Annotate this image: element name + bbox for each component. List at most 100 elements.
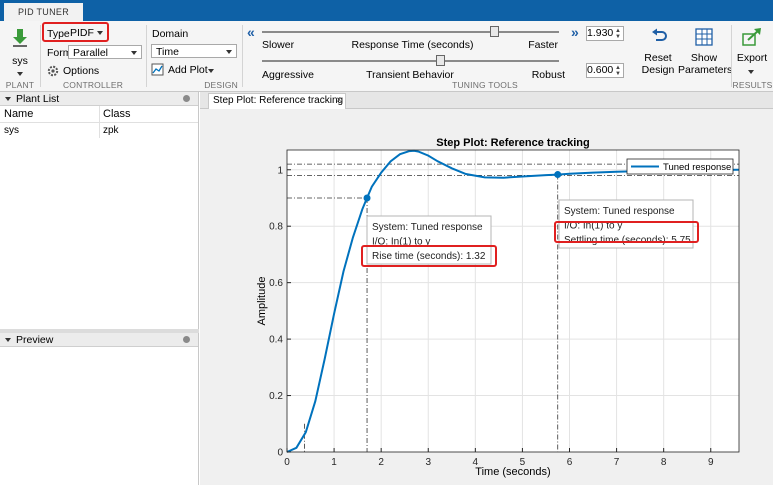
expand-right-icon[interactable]: » [571, 24, 579, 40]
options-label: Options [63, 65, 100, 77]
reset-design-button[interactable]: Reset Design [640, 26, 676, 78]
x-tick-label: 1 [331, 457, 337, 468]
y-tick-label: 0 [277, 448, 283, 459]
legend-label: Tuned response [663, 162, 731, 173]
collapse-icon[interactable] [5, 97, 11, 101]
response-time-value: 1.930 [587, 27, 614, 39]
response-time-label: Response Time (seconds) [351, 39, 474, 51]
y-tick-label: 0.6 [269, 278, 283, 289]
separator [146, 25, 147, 87]
separator [242, 25, 243, 87]
export-icon [742, 28, 761, 46]
close-icon[interactable]: × [336, 95, 342, 106]
x-tick-label: 2 [378, 457, 384, 468]
add-plot-button[interactable]: Add Plot [151, 63, 217, 77]
series-line [286, 149, 740, 453]
add-plot-label: Add Plot [168, 64, 208, 76]
spin-down-icon[interactable]: ▼ [615, 34, 621, 40]
separator [40, 25, 41, 87]
reset-label-1: Reset [644, 52, 672, 64]
design-section-label: DESIGN [204, 80, 238, 90]
x-tick-label: 0 [284, 457, 290, 468]
type-highlight [42, 22, 109, 42]
plant-list-panel: Plant List Name Class sys zpk [0, 92, 199, 329]
form-dropdown[interactable]: Parallel [68, 45, 142, 59]
app-tab[interactable]: PID TUNER [4, 3, 83, 21]
datatip-line: System: Tuned response [564, 206, 675, 217]
transient-value: 0.600 [587, 64, 614, 76]
chart-title: Step Plot: Reference tracking [436, 137, 589, 149]
plant-button[interactable]: sys [4, 26, 36, 78]
document-tab-label: Step Plot: Reference tracking [213, 95, 344, 106]
spin-up-icon[interactable]: ▲ [615, 65, 621, 71]
axes-background [287, 150, 739, 452]
collapse-left-icon[interactable]: « [247, 24, 255, 40]
response-faster-label: Faster [528, 39, 558, 51]
plant-dropdown-icon [17, 72, 23, 76]
document-tab[interactable]: Step Plot: Reference tracking × [208, 93, 346, 109]
type-dropdown[interactable]: PIDF [70, 26, 106, 40]
spin-down-icon[interactable]: ▼ [615, 71, 621, 77]
plant-table-header: Name Class [0, 106, 198, 123]
x-axis-label: Time (seconds) [475, 466, 550, 478]
export-button[interactable]: Export [733, 26, 771, 78]
chevron-down-icon [131, 51, 137, 55]
transient-track [262, 60, 559, 62]
separator [731, 25, 732, 87]
plant-table: Name Class sys zpk [0, 106, 198, 138]
panel-options-icon[interactable] [183, 336, 190, 343]
add-plot-icon [151, 63, 164, 76]
datatip-line: Rise time (seconds): 1.32 [372, 251, 486, 262]
chevron-down-icon [97, 31, 103, 35]
settling-time-highlight [554, 221, 699, 243]
domain-dropdown[interactable]: Time [151, 44, 237, 58]
column-header-class[interactable]: Class [103, 108, 131, 120]
plant-section-label: PLANT [5, 80, 35, 90]
response-time-track [262, 31, 559, 33]
chevron-down-icon [226, 50, 232, 54]
datatip-line: Settling time (seconds): 5.75 [564, 235, 691, 246]
column-header-name[interactable]: Name [0, 106, 100, 122]
plant-list-header: Plant List [0, 92, 198, 106]
spin-up-icon[interactable]: ▲ [615, 28, 621, 34]
legend-box [626, 158, 734, 175]
rise-time-highlight [361, 245, 497, 267]
show-label-2: Parameters [678, 64, 733, 76]
datatip [558, 199, 694, 249]
controller-section-label: CONTROLLER [62, 80, 124, 90]
domain-label: Domain [152, 28, 189, 40]
response-time-slider[interactable] [489, 26, 499, 37]
results-section-label: RESULTS [732, 80, 773, 90]
table-row[interactable]: sys zpk [0, 123, 198, 138]
response-time-field[interactable]: 1.930 ▲ ▼ [586, 26, 624, 41]
datatip-line: I/O: In(1) to y [372, 237, 430, 248]
x-tick-label: 3 [425, 457, 431, 468]
show-label-1: Show [690, 52, 718, 64]
show-parameters-button[interactable]: Show Parameters [678, 26, 733, 78]
transient-aggressive-label: Aggressive [262, 69, 314, 81]
data-marker [554, 171, 562, 179]
preview-panel: Preview [0, 333, 199, 485]
chevron-down-icon [748, 70, 754, 74]
form-label: Form [47, 47, 68, 59]
domain-value: Time [156, 46, 179, 58]
transient-field[interactable]: 0.600 ▲ ▼ [586, 63, 624, 78]
datatip-line: I/O: In(1) to y [564, 221, 622, 232]
x-tick-label: 7 [614, 457, 620, 468]
transient-behavior-slider[interactable] [436, 55, 446, 66]
axes-box [286, 149, 740, 453]
panel-options-icon[interactable] [183, 95, 190, 102]
collapse-icon[interactable] [5, 338, 11, 342]
chevron-down-icon [208, 69, 214, 73]
response-slower-label: Slower [262, 39, 295, 51]
type-value: PIDF [70, 27, 94, 39]
panel-divider[interactable] [0, 329, 199, 333]
form-value: Parallel [73, 47, 109, 59]
tuning-section-label: TUNING TOOLS [452, 80, 518, 90]
title-strip [0, 0, 773, 21]
reset-icon [652, 28, 667, 41]
x-tick-label: 8 [661, 457, 667, 468]
gear-icon [47, 65, 59, 77]
table-cell: sys [0, 123, 100, 138]
data-marker [363, 194, 371, 202]
